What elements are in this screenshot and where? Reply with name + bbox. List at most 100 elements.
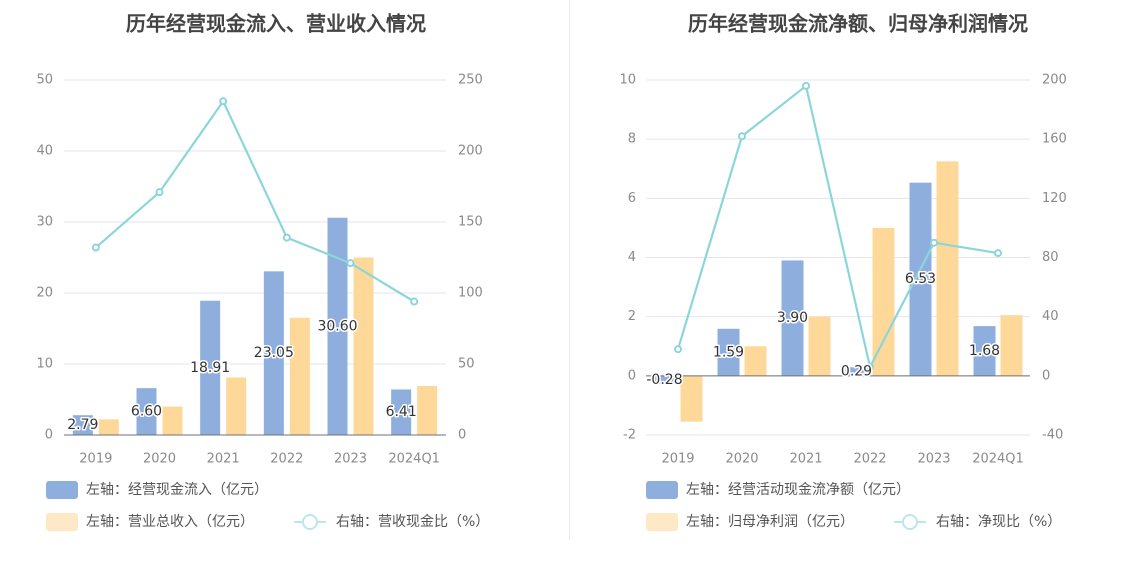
x-axis-tick-label: 2019 <box>79 452 112 467</box>
bar <box>391 389 412 435</box>
legend-marker-icon <box>302 514 318 530</box>
chart-title: 历年经营现金流净额、归母净利润情况 <box>688 12 1028 36</box>
bar <box>680 375 703 422</box>
left-axis-tick-label: 6 <box>628 191 636 206</box>
bar <box>781 260 804 376</box>
x-axis-tick-label: 2022 <box>270 452 303 467</box>
line-point <box>155 188 164 197</box>
right-axis-tick-label: 200 <box>458 144 483 159</box>
bar-data-label: 2.79 <box>67 417 98 433</box>
x-axis-tick-label: 2022 <box>853 452 886 467</box>
right-axis-tick-label: 200 <box>1042 73 1067 88</box>
line-point <box>866 362 874 371</box>
right-axis-tick-label: 50 <box>458 357 475 372</box>
bar <box>717 328 740 376</box>
left-axis-tick-label: 0 <box>628 368 636 383</box>
line-point <box>994 249 1002 258</box>
left-chart-panel: 历年经营现金流入、营业收入情况 0 10 20 30 40 50 0 50 100 150 200 25… <box>36 12 489 531</box>
left-axis-tick-label: 4 <box>628 250 636 265</box>
x-axis-tick-label: 2023 <box>334 452 367 467</box>
bar <box>162 406 183 435</box>
right-axis-tick-label: 250 <box>458 73 483 88</box>
legend-label: 右轴：净现比（%） <box>936 514 1061 530</box>
x-axis-tick-label: 2024Q1 <box>972 452 1024 467</box>
line-point <box>346 259 355 268</box>
series-line <box>95 99 415 303</box>
right-axis-tick-label: 0 <box>1042 368 1050 383</box>
bar-data-label: 0.29 <box>841 364 872 380</box>
bar <box>973 326 996 376</box>
legend-marker-icon <box>902 514 918 530</box>
x-axis-tick-label: 2021 <box>789 452 822 467</box>
right-axis-tick-label: 40 <box>1042 309 1059 324</box>
left-axis-tick-label: 30 <box>36 215 53 230</box>
x-axis-tick-label: 2020 <box>143 452 176 467</box>
bar <box>417 386 438 435</box>
x-axis-tick-label: 2019 <box>661 452 694 467</box>
right-chart-panel: 历年经营现金流净额、归母净利润情况 -2 0 2 4 6 8 10 -40 0 40 80 120 160… <box>570 0 1134 582</box>
chart-title: 历年经营现金流入、营业收入情况 <box>126 12 426 36</box>
bar-data-label: -0.28 <box>646 372 682 388</box>
bar <box>653 375 676 385</box>
line-point <box>738 132 746 141</box>
left-axis-tick-label: 10 <box>36 357 53 372</box>
line-point <box>930 238 938 247</box>
right-axis-tick-label: 150 <box>458 215 483 230</box>
bar <box>263 271 284 435</box>
right-axis-tick-label: 100 <box>458 286 483 301</box>
bar-data-label: 23.05 <box>254 345 294 361</box>
bar <box>98 419 119 435</box>
bar <box>136 388 157 435</box>
bar <box>1000 315 1023 376</box>
legend-label: 左轴：经营活动现金流净额（亿元） <box>686 482 910 498</box>
right-axis-tick-label: -40 <box>1042 428 1063 443</box>
line-point <box>219 97 228 106</box>
series-line <box>676 83 999 371</box>
bar-data-label: 6.60 <box>131 404 162 420</box>
bar <box>353 257 374 435</box>
bar <box>872 227 895 376</box>
bar <box>289 317 310 435</box>
bar-data-label: 6.41 <box>386 404 417 420</box>
bar-data-label: 1.68 <box>969 343 1000 359</box>
bar <box>200 300 221 435</box>
left-axis-tick-label: 20 <box>36 286 53 301</box>
left-axis-tick-label: 0 <box>45 428 53 443</box>
bar <box>845 367 868 376</box>
line-point <box>410 297 419 306</box>
legend-label: 左轴：营业总收入（亿元） <box>86 514 254 530</box>
left-axis-tick-label: 40 <box>36 144 53 159</box>
bar <box>226 377 247 435</box>
line-point <box>674 345 682 354</box>
x-axis-tick-label: 2024Q1 <box>388 452 440 467</box>
bar <box>327 217 348 435</box>
left-axis-tick-label: 2 <box>628 309 636 324</box>
bar <box>808 316 831 376</box>
right-axis-tick-label: 120 <box>1042 191 1067 206</box>
x-axis-tick-label: 2020 <box>725 452 758 467</box>
panel-divider <box>569 0 570 540</box>
line-point <box>91 243 100 252</box>
left-axis-tick-label: 50 <box>36 73 53 88</box>
legend-swatch <box>646 513 678 531</box>
bar <box>909 182 932 376</box>
bar <box>744 346 767 376</box>
bar-data-label: 6.53 <box>905 271 936 287</box>
legend-label: 左轴：归母净利润（亿元） <box>686 513 854 530</box>
right-axis-tick-label: 80 <box>1042 250 1059 265</box>
bar-data-label: 3.90 <box>777 310 808 326</box>
bar-data-label: 1.59 <box>713 344 744 360</box>
legend-label: 左轴：经营现金流入（亿元） <box>86 482 268 498</box>
left-axis-tick-label: 10 <box>619 73 636 88</box>
bar <box>72 415 93 435</box>
right-chart: 历年经营现金流净额、归母净利润情况 -2 0 2 4 6 8 10 -40 0 40 80 120 160… <box>619 12 1067 531</box>
line-point <box>802 81 810 90</box>
left-chart: 历年经营现金流入、营业收入情况 0 10 20 30 40 50 0 50 100 150 200 25… <box>36 12 489 531</box>
legend-label: 右轴：营收现金比（%） <box>336 514 489 530</box>
left-axis-tick-label: -2 <box>623 428 636 443</box>
legend-swatch <box>46 481 78 499</box>
x-axis-tick-label: 2023 <box>917 452 950 467</box>
right-axis-tick-label: 0 <box>458 428 466 443</box>
x-axis-tick-label: 2021 <box>207 452 240 467</box>
bar-data-label: 18.91 <box>190 360 230 376</box>
